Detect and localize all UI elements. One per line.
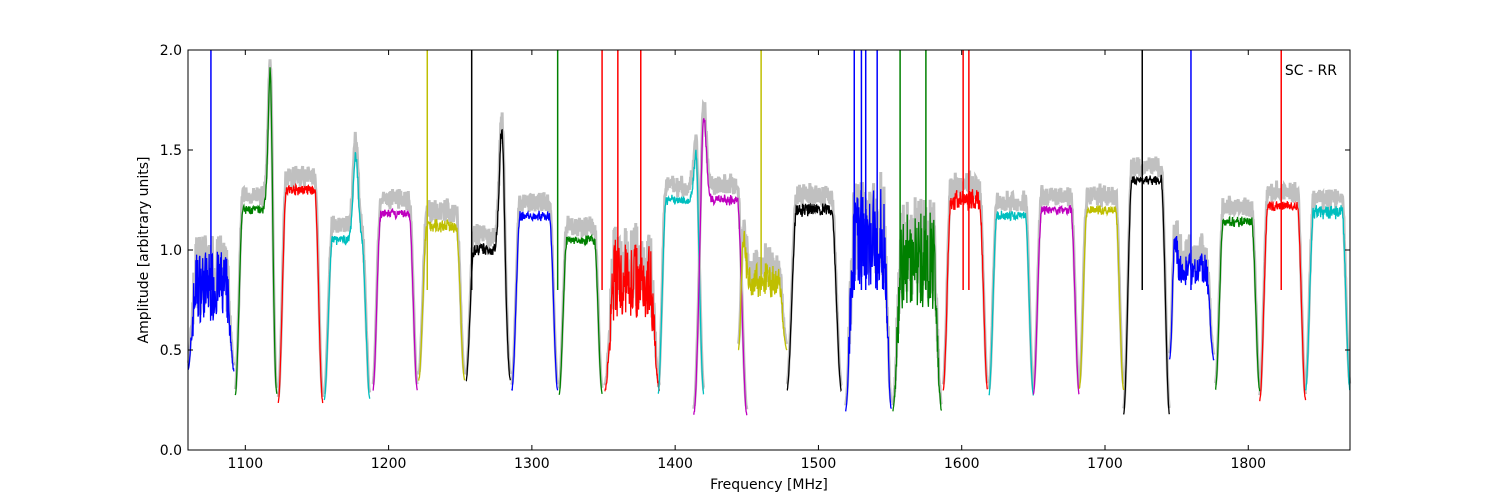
band-line bbox=[693, 118, 748, 416]
y-tick-label: 2.0 bbox=[160, 43, 182, 59]
envelope-line bbox=[941, 170, 989, 385]
y-tick-label: 0.5 bbox=[160, 343, 182, 359]
band-line bbox=[372, 207, 418, 391]
band-line bbox=[604, 239, 661, 392]
band-line bbox=[1122, 174, 1171, 415]
envelope-line bbox=[464, 112, 512, 377]
band-line bbox=[1259, 200, 1307, 402]
band-line bbox=[1215, 215, 1261, 392]
envelope-line bbox=[1031, 185, 1081, 390]
envelope-line bbox=[785, 182, 843, 389]
band-line bbox=[511, 210, 559, 391]
envelope-line bbox=[322, 131, 372, 395]
band-line bbox=[892, 212, 943, 412]
band-line bbox=[786, 202, 842, 393]
envelope-line bbox=[1258, 179, 1308, 396]
band-line bbox=[418, 218, 466, 381]
band-line bbox=[465, 128, 512, 382]
band-line bbox=[277, 182, 324, 404]
band-line bbox=[737, 230, 788, 351]
y-tick-label: 1.0 bbox=[160, 243, 182, 259]
band-line bbox=[323, 152, 371, 401]
band-line bbox=[942, 189, 989, 391]
envelope-line bbox=[276, 165, 325, 398]
x-tick-label: 1100 bbox=[227, 456, 263, 472]
x-tick-label: 1700 bbox=[1087, 456, 1123, 472]
envelope-line bbox=[371, 188, 419, 386]
band-line bbox=[657, 149, 705, 396]
envelope-line bbox=[1122, 156, 1171, 409]
band-line bbox=[845, 189, 892, 412]
x-tick-label: 1300 bbox=[514, 456, 550, 472]
envelope-line bbox=[557, 215, 604, 390]
band-line bbox=[1078, 205, 1125, 391]
x-tick-label: 1200 bbox=[371, 456, 407, 472]
band-line bbox=[187, 251, 235, 372]
envelope-line bbox=[987, 189, 1035, 390]
band-line bbox=[988, 210, 1034, 396]
envelope-line bbox=[233, 59, 279, 390]
envelope-line bbox=[1214, 195, 1262, 386]
envelope-line bbox=[656, 134, 705, 391]
envelope-line bbox=[692, 98, 749, 410]
envelope-line bbox=[417, 198, 467, 375]
x-tick-label: 1400 bbox=[657, 456, 693, 472]
band-line bbox=[1304, 205, 1351, 391]
x-tick-label: 1600 bbox=[944, 456, 980, 472]
envelope-line bbox=[1077, 183, 1126, 385]
y-tick-label: 1.5 bbox=[160, 143, 182, 159]
annotation-label: SC - RR bbox=[1285, 63, 1337, 79]
y-axis-label: Amplitude [arbitrary units] bbox=[136, 157, 152, 344]
band-line bbox=[234, 67, 278, 396]
x-tick-label: 1500 bbox=[801, 456, 837, 472]
x-tick-label: 1800 bbox=[1230, 456, 1266, 472]
envelope-line bbox=[510, 192, 560, 385]
band-line bbox=[558, 233, 603, 395]
band-line bbox=[1032, 204, 1080, 395]
x-axis-label: Frequency [MHz] bbox=[710, 477, 828, 493]
y-tick-label: 0.0 bbox=[160, 443, 182, 459]
envelope-line bbox=[1304, 187, 1352, 386]
